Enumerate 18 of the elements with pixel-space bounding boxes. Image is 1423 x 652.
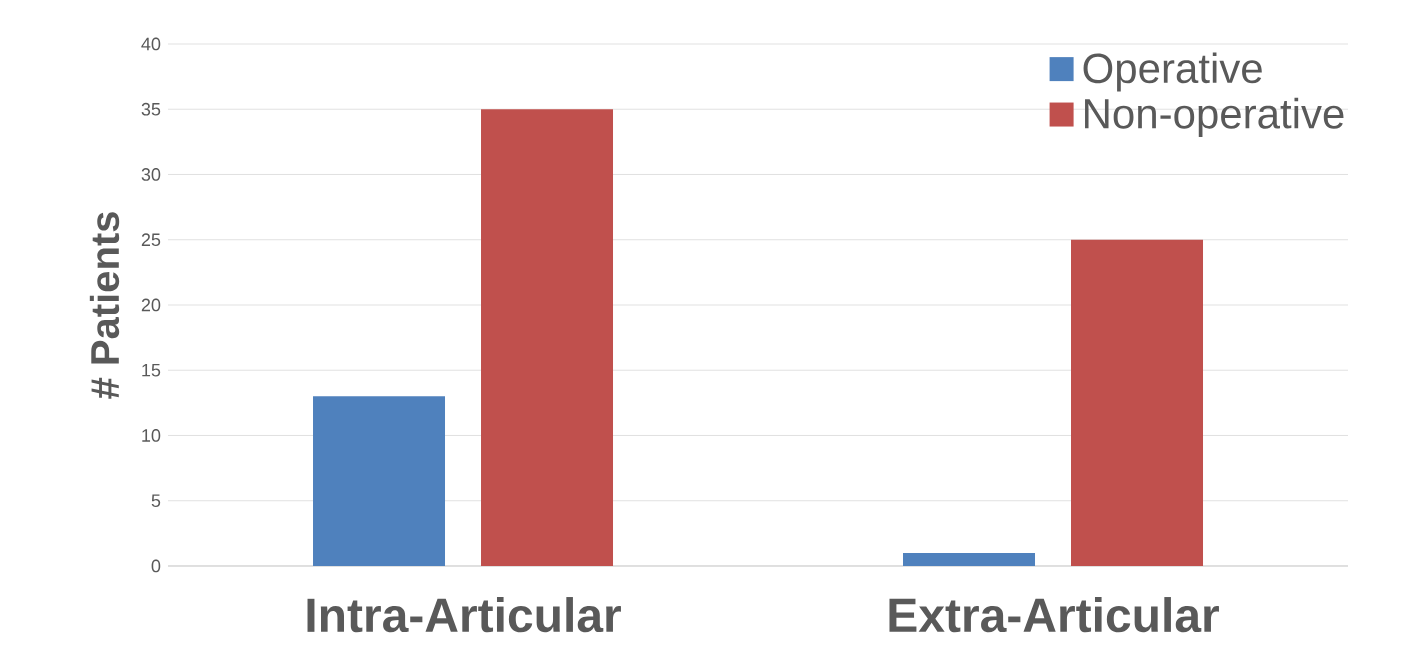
y-tick-label: 0: [151, 559, 161, 573]
y-tick-label: 5: [151, 494, 161, 508]
bar: [481, 109, 614, 566]
x-tick-label: Intra-Articular: [307, 597, 621, 633]
bar: [903, 552, 1036, 566]
x-tick-label: Extra-Articular: [889, 597, 1219, 633]
y-tick-label: 35: [141, 102, 161, 116]
y-axis-title: # Patients: [89, 212, 120, 399]
legend-label: Operative: [1083, 52, 1262, 92]
y-tick-label: 10: [142, 429, 161, 442]
y-tick-label: 25: [141, 233, 161, 247]
y-tick-label: 20: [141, 298, 161, 312]
y-tick-label: 15: [142, 363, 161, 377]
bar: [313, 396, 446, 566]
y-tick-label: 30: [141, 168, 161, 181]
bar: [1071, 239, 1204, 566]
y-tick-label: 40: [141, 37, 161, 51]
legend-label: Non-operative: [1085, 97, 1344, 137]
